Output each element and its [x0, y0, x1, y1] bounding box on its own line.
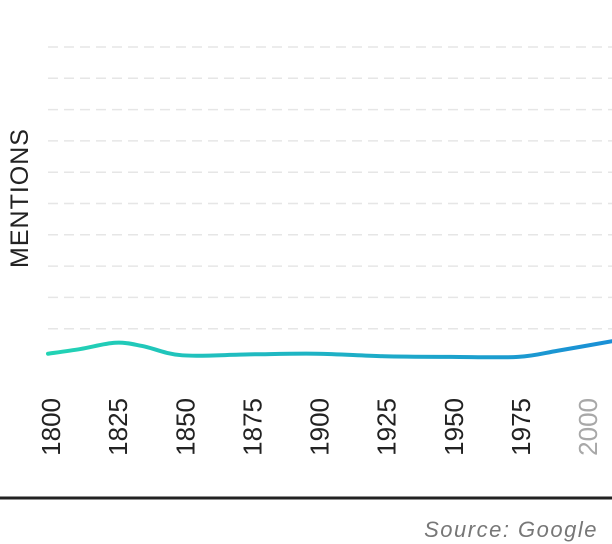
x-tick-label: 1850 [170, 398, 200, 456]
series-line [46, 339, 612, 360]
y-axis-label: MENTIONS [6, 128, 34, 268]
x-axis-tick-labels: 1800 1825 1850 1875 1900 1925 1950 1975 2000 [36, 398, 603, 456]
x-tick-label: 1825 [103, 398, 133, 456]
x-tick-label: 1900 [305, 398, 335, 456]
x-tick-label: 1800 [36, 398, 66, 456]
x-tick-label: 1950 [439, 398, 469, 456]
x-tick-label: 2000 [573, 398, 603, 456]
grid-lines [48, 46, 612, 330]
x-tick-label: 1975 [506, 398, 536, 456]
x-tick-label: 1925 [372, 398, 402, 456]
source-credit: Source: Google [424, 517, 598, 542]
x-tick-label: 1875 [237, 398, 267, 456]
